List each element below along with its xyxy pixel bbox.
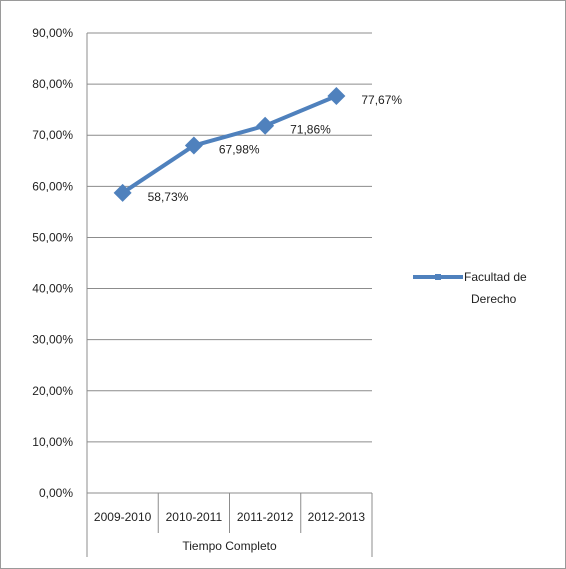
data-label: 58,73%: [148, 190, 189, 204]
data-point-marker: [256, 116, 275, 135]
x-axis: 2009-2010 2010-2011 2011-2012 2012-2013: [86, 492, 373, 557]
y-tick-label: 0,00%: [39, 486, 73, 500]
data-point-marker: [113, 183, 132, 202]
y-tick-label: 40,00%: [32, 282, 73, 296]
y-tick-label: 10,00%: [32, 435, 73, 449]
legend: Facultad de Derecho: [413, 270, 530, 306]
y-tick-label: 70,00%: [32, 128, 73, 142]
y-tick-label: 90,00%: [32, 26, 73, 40]
legend-marker: [435, 274, 441, 280]
x-tick-label: 2012-2013: [308, 510, 366, 524]
gridlines: [87, 32, 372, 443]
series-group: 58,73% 67,98% 71,86% 77,67%: [113, 87, 402, 204]
x-tick-label: 2009-2010: [94, 510, 152, 524]
series-line: [121, 94, 338, 195]
y-axis: 0,00% 10,00% 20,00% 30,00% 40,00% 50,00% 60,00…: [32, 26, 88, 557]
data-label: 77,67%: [361, 93, 402, 107]
x-axis-title: Tiempo Completo: [182, 539, 277, 553]
data-label: 67,98%: [219, 143, 260, 157]
y-tick-label: 30,00%: [32, 333, 73, 347]
x-tick-label: 2010-2011: [166, 510, 223, 524]
y-tick-label: 50,00%: [32, 230, 73, 244]
data-point-marker: [327, 87, 346, 106]
y-tick-label: 60,00%: [32, 179, 73, 193]
legend-label: Facultad de Derecho: [464, 270, 530, 306]
y-tick-label: 20,00%: [32, 384, 73, 398]
data-label: 71,86%: [290, 123, 331, 137]
data-point-marker: [184, 136, 203, 155]
y-tick-label: 80,00%: [32, 77, 73, 91]
x-tick-label: 2011-2012: [237, 510, 294, 524]
legend-label-line-2: Derecho: [471, 292, 517, 306]
legend-label-line-1: Facultad de: [464, 270, 527, 284]
